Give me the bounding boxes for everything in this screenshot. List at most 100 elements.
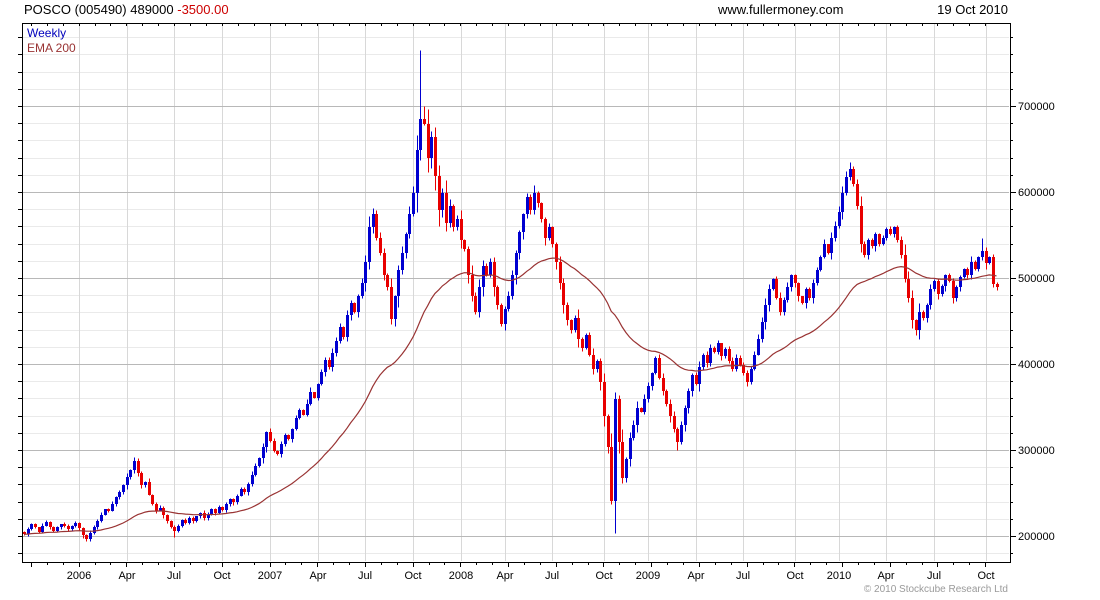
candle-body — [225, 504, 228, 510]
candle-body — [977, 257, 980, 269]
candle-body — [893, 227, 896, 234]
candle-body — [676, 429, 679, 442]
candle-body — [137, 461, 140, 473]
candle-body — [504, 309, 507, 324]
candle-body — [717, 343, 720, 352]
candle-body — [184, 520, 187, 523]
candle-body — [750, 369, 753, 382]
candle-body — [100, 515, 103, 521]
candle-body — [775, 279, 778, 298]
candle-body — [52, 527, 55, 531]
candle-body — [562, 283, 565, 305]
candle-body — [746, 373, 749, 382]
candle-body — [133, 461, 136, 470]
candle-body — [731, 361, 734, 369]
candle-body — [753, 355, 756, 369]
candle-body — [126, 477, 129, 485]
candles — [23, 50, 999, 542]
candle-body — [434, 137, 437, 176]
candle-body — [262, 447, 265, 458]
candle-body — [867, 240, 870, 255]
candle-body — [985, 251, 988, 263]
candle-body — [357, 296, 360, 312]
candle-body — [405, 234, 408, 253]
candle-body — [665, 391, 668, 404]
candle-body — [104, 509, 107, 515]
candle-body — [445, 193, 448, 223]
candle-body — [812, 283, 815, 298]
axis-labels: 700000 600000 500000 400000 300000 200000 2006… — [67, 101, 1055, 582]
candle-body — [85, 535, 88, 539]
candle-body — [30, 524, 33, 529]
candle-body — [533, 193, 536, 210]
candle-body — [647, 386, 650, 399]
candle-body — [177, 526, 180, 531]
candle-body — [419, 119, 422, 150]
candle-body — [361, 283, 364, 296]
gridlines-minor — [23, 37, 1009, 554]
candle-body — [339, 327, 342, 341]
candle-body — [713, 348, 716, 352]
candle-body — [691, 375, 694, 391]
candle-body — [335, 341, 338, 353]
x-axis-tick-label: 2010 — [827, 570, 851, 582]
candle-body — [390, 287, 393, 319]
candle-body — [276, 451, 279, 454]
candle-body — [309, 392, 312, 404]
x-axis-tick-label: Jul — [167, 570, 181, 582]
candle-body — [56, 527, 59, 531]
candle-body — [412, 193, 415, 214]
candle-body — [885, 229, 888, 238]
candle-body — [229, 499, 232, 504]
candle-body — [280, 444, 283, 454]
plot-border — [22, 23, 1011, 563]
x-axis-tick-label: 2008 — [449, 570, 473, 582]
candle-body — [34, 524, 37, 527]
candle-body — [63, 524, 66, 526]
candle-body — [988, 257, 991, 263]
x-axis-tick-label: Oct — [404, 570, 421, 582]
candle-body — [306, 404, 309, 415]
candle-body — [258, 458, 261, 466]
candle-body — [896, 227, 899, 240]
candle-body — [449, 206, 452, 223]
candle-body — [317, 384, 320, 398]
candle-body — [728, 349, 731, 361]
candle-body — [430, 137, 433, 158]
candle-body — [687, 391, 690, 408]
candle-body — [313, 392, 316, 398]
candle-body — [577, 318, 580, 339]
candle-body — [651, 373, 654, 386]
candle-body — [408, 214, 411, 234]
candle-body — [298, 410, 301, 418]
candle-body — [918, 312, 921, 330]
candle-body — [643, 399, 646, 412]
x-axis-tick-label: 2009 — [636, 570, 660, 582]
candle-body — [441, 193, 444, 210]
y-axis-tick-label: 600000 — [1018, 187, 1055, 199]
candle-body — [907, 279, 910, 298]
ema-line — [23, 257, 997, 535]
candle-body — [614, 399, 617, 501]
candle-body — [74, 523, 77, 526]
candle-body — [140, 473, 143, 485]
candle-body — [669, 404, 672, 416]
candle-body — [148, 482, 151, 495]
x-axis-tick-label: Apr — [118, 570, 135, 582]
candle-body — [735, 358, 738, 369]
candle-body — [173, 527, 176, 531]
candle-body — [265, 432, 268, 447]
candle-body — [757, 339, 760, 355]
candle-body — [955, 287, 958, 298]
candle-body — [496, 287, 499, 305]
plot-border — [22, 23, 1011, 563]
candle-body — [948, 275, 951, 281]
candle-body — [144, 482, 147, 485]
candle-body — [89, 533, 92, 539]
candle-body — [38, 527, 41, 532]
gridlines-major — [23, 106, 1009, 537]
candle-body — [816, 270, 819, 283]
candle-body — [210, 509, 213, 515]
candle-body — [878, 234, 881, 244]
